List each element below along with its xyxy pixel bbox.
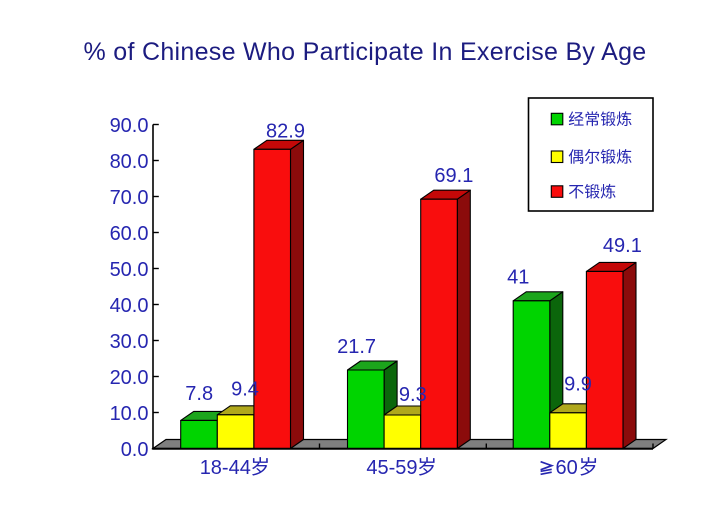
- svg-text:82.9: 82.9: [266, 121, 305, 143]
- svg-text:% of Chinese Who Participate I: % of Chinese Who Participate In Exercise…: [84, 38, 647, 66]
- svg-text:50.0: 50.0: [110, 259, 149, 281]
- svg-text:9.9: 9.9: [564, 374, 592, 396]
- svg-text:21.7: 21.7: [337, 336, 376, 358]
- svg-text:90.0: 90.0: [110, 115, 149, 137]
- svg-text:41: 41: [507, 266, 529, 288]
- svg-text:9.3: 9.3: [399, 384, 427, 406]
- svg-text:60: 60: [556, 457, 578, 479]
- svg-text:69.1: 69.1: [434, 165, 473, 187]
- svg-text:20.0: 20.0: [110, 367, 149, 389]
- svg-text:0.0: 0.0: [121, 439, 149, 461]
- svg-text:60.0: 60.0: [110, 223, 149, 245]
- svg-text:18-44: 18-44: [200, 457, 251, 479]
- svg-text:49.1: 49.1: [603, 235, 642, 257]
- svg-text:45-59: 45-59: [366, 457, 417, 479]
- svg-text:7.8: 7.8: [185, 383, 213, 405]
- svg-text:30.0: 30.0: [110, 331, 149, 353]
- svg-text:80.0: 80.0: [110, 151, 149, 173]
- svg-text:9.4: 9.4: [231, 378, 259, 400]
- svg-text:10.0: 10.0: [110, 403, 149, 425]
- svg-text:40.0: 40.0: [110, 295, 149, 317]
- svg-text:70.0: 70.0: [110, 187, 149, 209]
